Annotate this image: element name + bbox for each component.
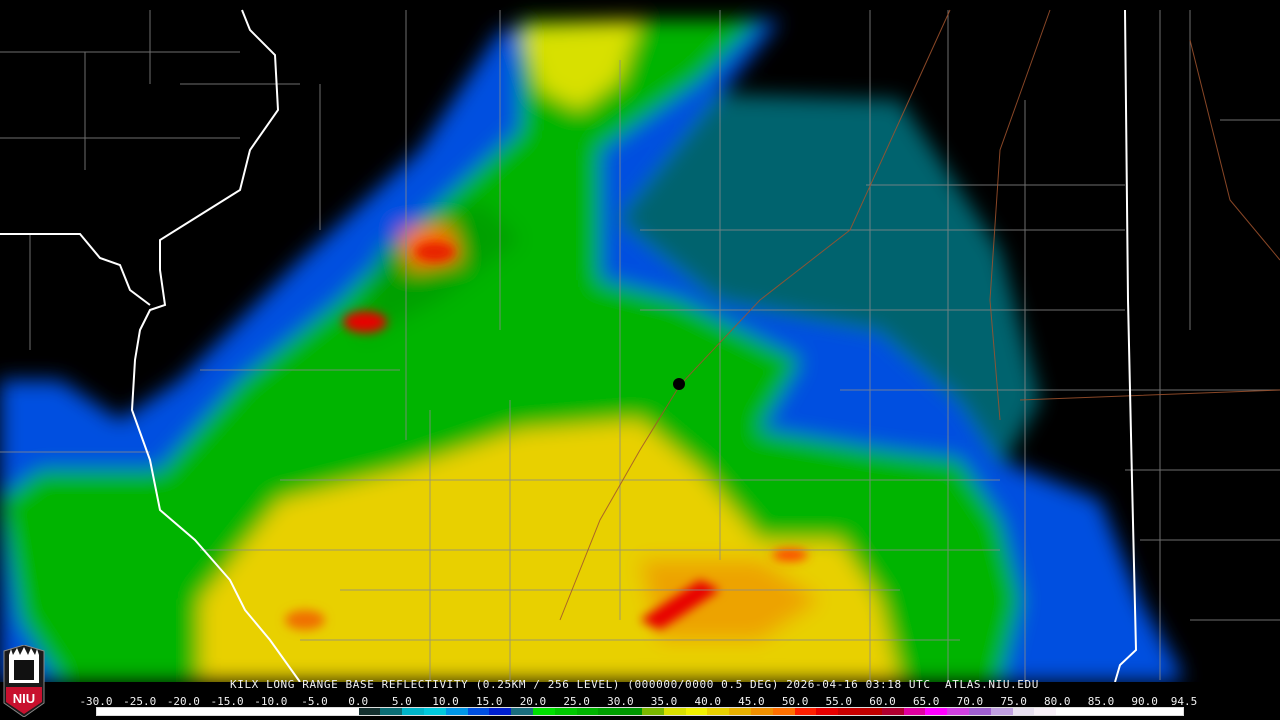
color-bar-segment xyxy=(402,708,425,715)
legend-tick-label: 5.0 xyxy=(391,695,412,708)
color-bar-segment xyxy=(903,708,926,715)
legend-tick-label: 70.0 xyxy=(956,695,984,708)
color-bar-segment xyxy=(576,708,599,715)
color-bar-segment xyxy=(533,708,555,715)
legend-tick-label: 15.0 xyxy=(476,695,503,708)
legend-tick-label: 25.0 xyxy=(563,695,590,708)
legend-tick-label: -25.0 xyxy=(123,695,157,708)
legend-tick-label: 80.0 xyxy=(1044,695,1071,708)
legend-tick-label: 0.0 xyxy=(348,695,369,708)
legend-tick-label: 65.0 xyxy=(912,695,940,708)
color-bar-segment xyxy=(968,708,991,715)
legend-tick-label: 55.0 xyxy=(825,695,853,708)
color-bar-segment xyxy=(358,708,381,715)
logo-text: NIU xyxy=(13,691,35,706)
legend-tick-label: 94.5 xyxy=(1170,695,1198,708)
color-bar-segment xyxy=(881,708,904,715)
color-bar-segment xyxy=(467,708,490,715)
reflectivity-color-bar xyxy=(96,707,1184,716)
product-status-line: KILX LONG RANGE BASE REFLECTIVITY (0.25K… xyxy=(230,678,1039,691)
color-bar-segment xyxy=(1012,708,1035,715)
niu-logo: NIU xyxy=(3,645,45,717)
color-bar-segment xyxy=(947,708,969,715)
color-bar-segment xyxy=(685,708,708,715)
legend-tick-label: 60.0 xyxy=(869,695,896,708)
legend-tick-label: 30.0 xyxy=(607,695,634,708)
legend-tick-label: 20.0 xyxy=(519,695,547,708)
color-bar-segment xyxy=(554,708,577,715)
state-lines xyxy=(0,9,1138,682)
legend-tick-label: 10.0 xyxy=(432,695,459,708)
color-bar-segment xyxy=(489,708,512,715)
color-bar-segment xyxy=(1034,708,1057,715)
color-bar-segment xyxy=(794,708,817,715)
color-bar-segment xyxy=(424,708,446,715)
legend-tick-label: 90.0 xyxy=(1131,695,1158,708)
legend-tick-label: 45.0 xyxy=(738,695,765,708)
color-bar-segment xyxy=(380,708,403,715)
color-bar-segment xyxy=(860,708,882,715)
color-bar-segment xyxy=(598,708,621,715)
color-bar-segment xyxy=(1056,708,1183,715)
legend-tick-label: -10.0 xyxy=(254,695,288,708)
radar-site-marker xyxy=(673,378,685,390)
color-bar-segment xyxy=(511,708,534,715)
color-bar-segment xyxy=(925,708,948,715)
highways xyxy=(559,9,1280,621)
legend-tick-label: -30.0 xyxy=(79,695,113,708)
legend-tick-label: 35.0 xyxy=(650,695,678,708)
color-bar-segment xyxy=(445,708,468,715)
legend-tick-label: 50.0 xyxy=(781,695,809,708)
reflectivity-echoes xyxy=(0,20,1180,682)
legend-tick-label: 85.0 xyxy=(1087,695,1115,708)
color-bar-segment xyxy=(620,708,643,715)
color-bar-segment xyxy=(707,708,730,715)
color-bar-segment xyxy=(990,708,1013,715)
color-bar-segment xyxy=(663,708,686,715)
color-bar-segment xyxy=(838,708,860,715)
legend-tick-labels: -30.0 -25.0 -20.0 -15.0 -10.0 -5.0 0.0 5.0 10.0 1… xyxy=(0,695,1280,708)
color-bar-segment xyxy=(816,708,839,715)
legend-tick-label: -20.0 xyxy=(166,695,200,708)
color-bar-segment xyxy=(729,708,752,715)
color-bar-segment xyxy=(772,708,795,715)
legend-tick-label: -15.0 xyxy=(210,695,244,708)
legend-tick-label: 40.0 xyxy=(694,695,721,708)
color-bar-segment xyxy=(751,708,773,715)
radar-map[interactable] xyxy=(0,0,1280,682)
legend-tick-label: -5.0 xyxy=(301,695,328,708)
color-bar-segment xyxy=(642,708,664,715)
color-bar-segment xyxy=(97,708,359,715)
legend-tick-label: 75.0 xyxy=(1000,695,1027,708)
